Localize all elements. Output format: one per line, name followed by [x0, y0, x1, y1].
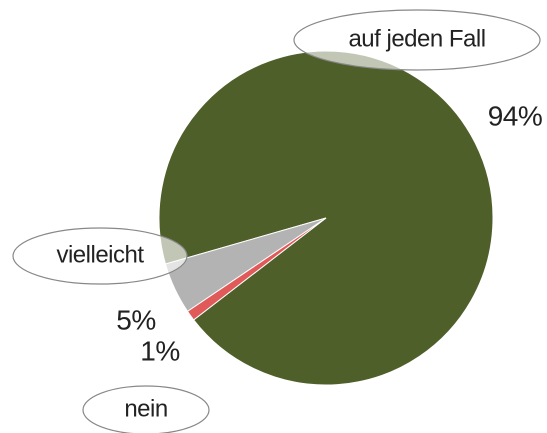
value-label: 94%	[488, 100, 543, 131]
label-bubble	[82, 385, 210, 433]
category-label: auf jeden Fall	[348, 25, 485, 52]
value-label: 1%	[140, 335, 179, 366]
pie-slice	[186, 217, 327, 321]
category-label: nein	[124, 395, 167, 422]
category-label: vielleicht	[56, 241, 144, 268]
label-bubble	[293, 9, 541, 71]
value-label: 5%	[116, 304, 155, 335]
label-bubble	[12, 227, 188, 285]
